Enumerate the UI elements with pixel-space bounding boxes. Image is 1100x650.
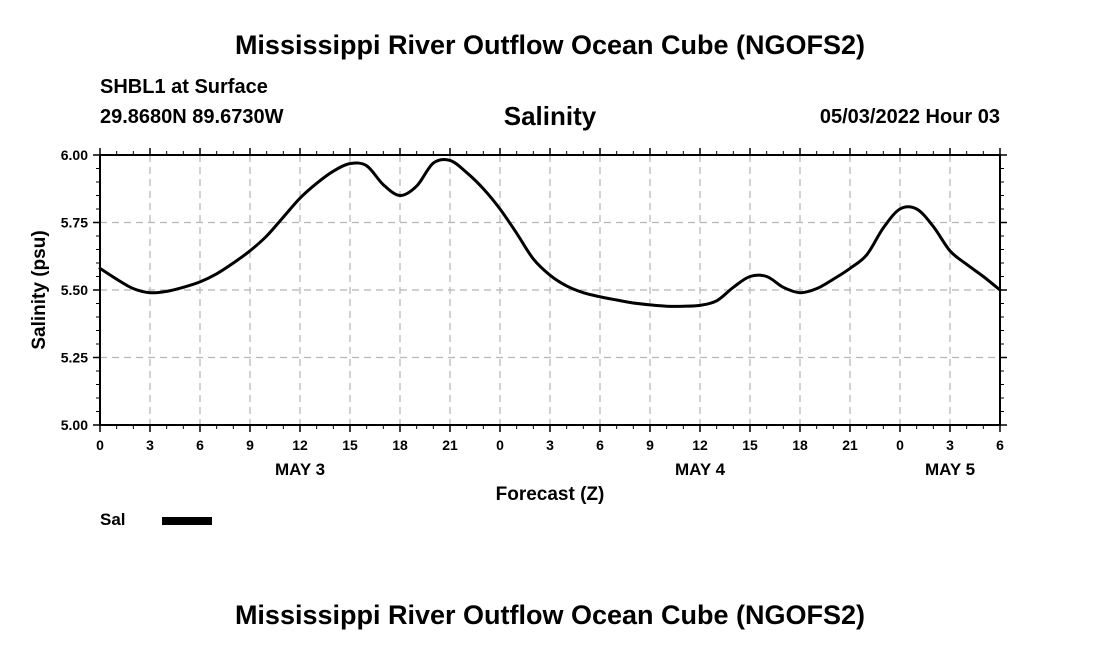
- x-tick-label: 6: [596, 437, 604, 453]
- x-axis-label: Forecast (Z): [496, 484, 605, 505]
- day-label: MAY 3: [275, 460, 325, 479]
- x-tick-label: 0: [496, 437, 504, 453]
- y-tick-label: 5.75: [61, 215, 88, 231]
- x-tick-label: 3: [546, 437, 554, 453]
- grid-lines: [99, 154, 1001, 426]
- x-tick-label: 0: [96, 437, 104, 453]
- y-tick-label: 6.00: [61, 147, 88, 163]
- footer-title: Mississippi River Outflow Ocean Cube (NG…: [234, 600, 866, 630]
- x-tick-label: 9: [646, 437, 654, 453]
- x-tick-label: 3: [146, 437, 154, 453]
- x-tick-labels: 0 3 6 9 12 15 18 21 0 3 6 9 12 15 18 21 0 3 6: [96, 437, 1004, 453]
- day-label: MAY 5: [925, 460, 975, 479]
- station-label: SHBL1 at Surface: [100, 76, 268, 98]
- x-tick-label: 0: [896, 437, 904, 453]
- x-tick-label: 18: [392, 437, 408, 453]
- y-tick-labels: 5.00 5.25 5.50 5.75 6.00: [61, 147, 88, 433]
- y-tick-label: 5.50: [61, 282, 88, 298]
- day-label: MAY 4: [675, 460, 726, 479]
- x-tick-label: 3: [946, 437, 954, 453]
- series-line-sal: [98, 157, 1002, 308]
- station-location: 29.8680N 89.6730W: [100, 106, 284, 128]
- x-tick-label: 6: [996, 437, 1004, 453]
- x-tick-label: 18: [792, 437, 808, 453]
- y-axis-label: Salinity (psu): [29, 230, 50, 349]
- legend-label: Sal: [100, 510, 126, 529]
- x-tick-label: 21: [442, 437, 458, 453]
- forecast-datetime: 05/03/2022 Hour 03: [819, 106, 1000, 128]
- day-labels: MAY 3 MAY 4 MAY 5: [275, 460, 975, 479]
- x-tick-label: 12: [292, 437, 308, 453]
- x-tick-label: 6: [196, 437, 204, 453]
- x-tick-label: 9: [246, 437, 254, 453]
- x-tick-label: 15: [342, 437, 358, 453]
- chart-main-title: Mississippi River Outflow Ocean Cube (NG…: [234, 30, 866, 60]
- legend-swatch: [162, 517, 212, 525]
- x-tick-label: 15: [742, 437, 758, 453]
- y-tick-label: 5.00: [61, 417, 88, 433]
- chart-subtitle: Salinity: [503, 101, 597, 131]
- x-tick-label: 12: [692, 437, 708, 453]
- y-tick-label: 5.25: [61, 350, 88, 366]
- x-tick-label: 21: [842, 437, 858, 453]
